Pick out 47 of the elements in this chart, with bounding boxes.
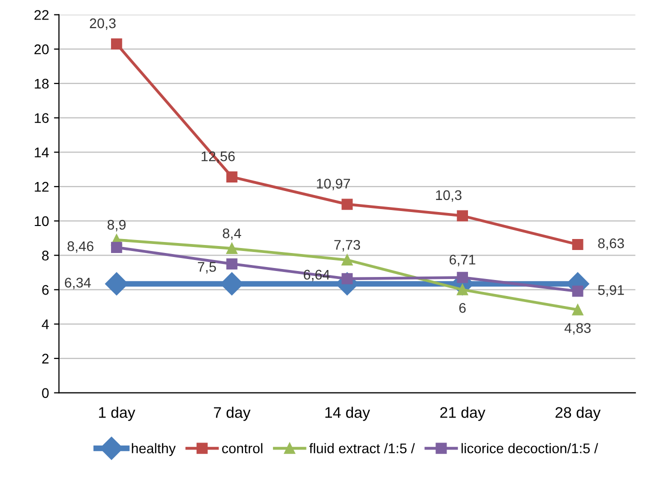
y-tick-label: 22 — [34, 10, 49, 20]
data-label: 6,34 — [64, 278, 91, 290]
data-label: 8,4 — [222, 228, 242, 240]
x-tick-label: 14 day — [325, 406, 370, 421]
y-tick-label: 0 — [42, 388, 49, 398]
y-tick-label: 18 — [34, 78, 49, 89]
x-tick-label: 1 day — [99, 406, 136, 421]
legend-label: control — [222, 443, 262, 454]
point — [226, 171, 238, 183]
data-label: 10,97 — [316, 178, 350, 190]
data-label: 20,3 — [90, 18, 116, 30]
point — [572, 304, 584, 316]
data-label: 8,63 — [598, 238, 624, 250]
y-tick-label: 10 — [34, 216, 49, 226]
point — [342, 198, 353, 210]
data-label: 8,9 — [108, 220, 126, 232]
data-label: 7,5 — [198, 262, 216, 274]
legend-label: licorice decoction/1:5 / — [462, 443, 598, 454]
point — [572, 238, 584, 250]
data-label: 6,71 — [450, 254, 476, 266]
data-label: 10,3 — [436, 190, 462, 202]
point — [342, 254, 353, 266]
y-tick-label: 12 — [34, 182, 49, 192]
point — [226, 258, 238, 270]
point — [111, 242, 122, 253]
y-tick-label: 8 — [42, 250, 49, 260]
data-label: 6 — [459, 303, 466, 313]
data-label: 5,91 — [598, 285, 624, 297]
y-tick-label: 6 — [42, 285, 49, 295]
data-label: 4,83 — [564, 323, 591, 335]
y-tick-label: 16 — [34, 113, 49, 124]
point — [456, 210, 468, 222]
y-tick-label: 4 — [42, 320, 49, 330]
x-tick-label: 28 day — [556, 406, 601, 421]
x-tick-label: 21 day — [440, 406, 486, 421]
y-tick-label: 2 — [42, 354, 49, 364]
point — [226, 242, 238, 254]
x-tick-label: 7 day — [214, 406, 251, 421]
point — [111, 38, 122, 50]
data-label: 7,73 — [334, 240, 360, 252]
y-tick-label: 20 — [34, 44, 49, 54]
data-label: 8,46 — [68, 241, 94, 253]
y-tick-label: 14 — [34, 148, 49, 158]
point — [572, 286, 584, 297]
legend-label: healthy — [132, 443, 176, 456]
legend-label: fluid extract /1:5 / — [309, 443, 415, 454]
point — [456, 272, 468, 284]
